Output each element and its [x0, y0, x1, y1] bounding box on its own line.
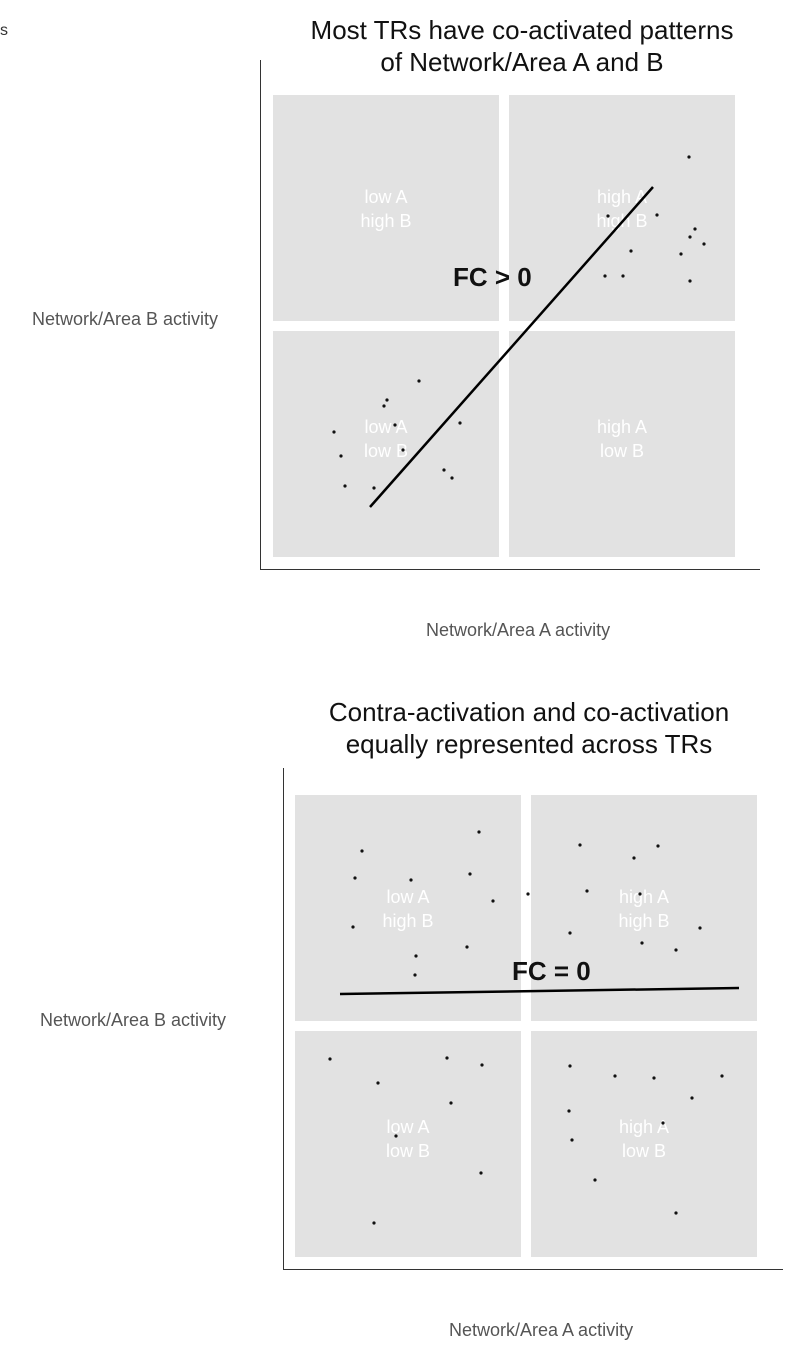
fc-label: FC = 0	[512, 956, 591, 986]
scatter-point	[376, 1081, 380, 1085]
scatter-point	[449, 1101, 453, 1105]
scatter-point	[442, 468, 446, 472]
scatter-point	[409, 878, 413, 882]
scatter-point	[568, 931, 572, 935]
scatter-point	[720, 1074, 724, 1078]
scatter-point	[655, 213, 659, 217]
scatter-point	[690, 1096, 694, 1100]
panel-title: Most TRs have co-activated patterns of N…	[310, 15, 734, 77]
scatter-point	[606, 214, 610, 218]
panel-fc-zero: Contra-activation and co-activation equa…	[0, 690, 807, 1360]
scatter-point	[351, 925, 355, 929]
scatter-point	[613, 1074, 617, 1078]
scatter-point	[332, 430, 336, 434]
scatter-point	[570, 1138, 574, 1142]
scatter-point	[401, 448, 405, 452]
y-axis-label: Network/Area B activity	[40, 1010, 227, 1030]
scatter-point	[372, 486, 376, 490]
scatter-point	[688, 279, 692, 283]
scatter-point	[621, 274, 625, 278]
scatter-point	[693, 227, 697, 231]
scatter-point	[450, 476, 454, 480]
fc-regression-line	[369, 186, 654, 508]
scatter-point	[491, 899, 495, 903]
scatter-point	[458, 421, 462, 425]
scatter-point	[526, 892, 530, 896]
fc-label: FC > 0	[453, 262, 532, 292]
x-axis-line	[283, 1269, 783, 1270]
fc-regression-line	[339, 986, 740, 996]
scatter-point	[567, 1109, 571, 1113]
scatter-point	[413, 973, 417, 977]
scatter-point	[688, 235, 692, 239]
scatter-point	[632, 856, 636, 860]
scatter-point	[353, 876, 357, 880]
y-axis-label: Network/Area B activity	[32, 309, 219, 329]
scatter-point	[385, 398, 389, 402]
panel-title: Contra-activation and co-activation equa…	[328, 697, 730, 759]
scatter-point	[640, 941, 644, 945]
scatter-point	[585, 889, 589, 893]
scatter-overlay: FC > 0	[332, 155, 706, 508]
scatter-point	[687, 155, 691, 159]
y-axis-line	[283, 768, 284, 1270]
x-axis-label: Network/Area A activity	[449, 1320, 634, 1340]
scatter-point	[656, 844, 660, 848]
scatter-point	[445, 1056, 449, 1060]
scatter-point	[698, 926, 702, 930]
scatter-point	[417, 379, 421, 383]
scatter-overlay: FC = 0	[328, 830, 740, 1225]
scatter-point	[468, 872, 472, 876]
scatter-point	[661, 1121, 665, 1125]
scatter-point	[465, 945, 469, 949]
y-axis-line	[260, 60, 261, 570]
scatter-point	[679, 252, 683, 256]
scatter-point	[702, 242, 706, 246]
scatter-point	[414, 954, 418, 958]
scatter-point	[382, 404, 386, 408]
scatter-point	[603, 274, 607, 278]
scatter-points	[332, 155, 706, 490]
scatter-point	[394, 1134, 398, 1138]
scatter-point	[479, 1171, 483, 1175]
scatter-point	[638, 892, 642, 896]
scatter-point	[578, 843, 582, 847]
scatter-points	[328, 830, 724, 1225]
scatter-point	[629, 249, 633, 253]
scatter-point	[674, 948, 678, 952]
scatter-point	[480, 1063, 484, 1067]
scatter-point	[674, 1211, 678, 1215]
scatter-point	[360, 849, 364, 853]
scatter-point	[328, 1057, 332, 1061]
scatter-point	[393, 423, 397, 427]
edge-glyph: s	[0, 22, 8, 39]
scatter-point	[593, 1178, 597, 1182]
scatter-point	[372, 1221, 376, 1225]
scatter-point	[477, 830, 481, 834]
scatter-point	[568, 1064, 572, 1068]
x-axis-label: Network/Area A activity	[426, 620, 611, 640]
scatter-point	[652, 1076, 656, 1080]
scatter-point	[339, 454, 343, 458]
x-axis-line	[260, 569, 760, 570]
scatter-point	[343, 484, 347, 488]
panel-fc-positive: Most TRs have co-activated patterns of N…	[0, 0, 807, 660]
